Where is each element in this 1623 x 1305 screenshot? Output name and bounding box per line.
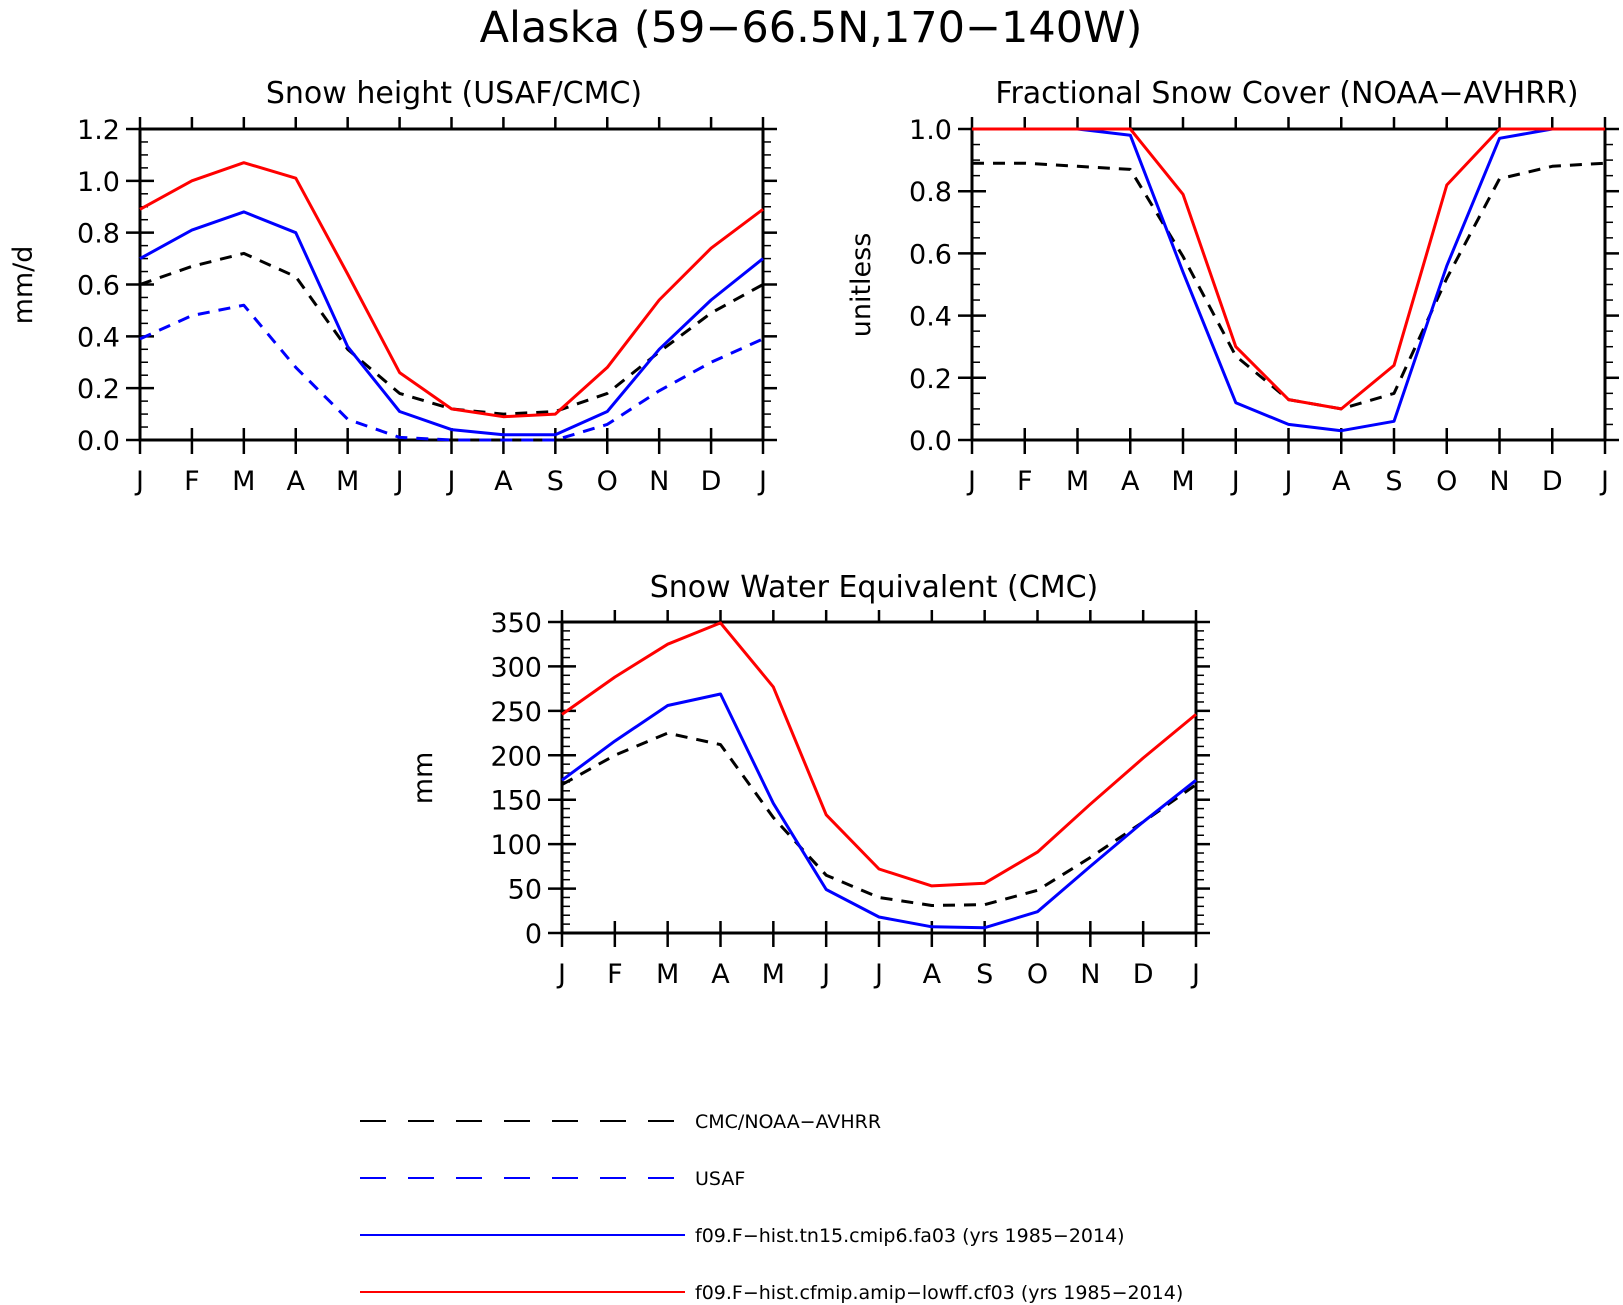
snow-height-xtick-label: N <box>649 466 669 497</box>
snow-cover-series-cmc-noaa-avhrr <box>972 161 1606 411</box>
snow-height-series-usaf <box>139 303 764 442</box>
snow-height-xtick-label: J <box>446 466 456 497</box>
snow-cover-xtick-label: A <box>1332 466 1351 497</box>
snow-cover-xtick-label: N <box>1489 466 1509 497</box>
snow-height-series-cmc-noaa-avhrr <box>139 251 764 416</box>
swe-xtick-label: A <box>923 959 942 990</box>
swe-ytick-label: 200 <box>490 741 542 772</box>
snow-cover-xtick-label: J <box>966 466 976 497</box>
snow-cover-xtick-label: S <box>1385 466 1402 497</box>
snow-height-xtick-label: F <box>184 466 200 497</box>
snow-cover-xtick-label: O <box>1436 466 1457 497</box>
snow-cover-xtick-label: J <box>1230 466 1240 497</box>
legend-label-f09-f-hist-tn15-cmip6-fa03-yrs-1985-2014: f09.F−hist.tn15.cmip6.fa03 (yrs 1985−201… <box>695 1225 1125 1247</box>
snow-cover-panel: Fractional Snow Cover (NOAA−AVHRR) unitl… <box>846 76 1619 497</box>
swe-ytick-label: 150 <box>490 786 542 817</box>
snow-height-xtick-label: M <box>336 466 359 497</box>
snow-height-panel: Snow height (USAF/CMC) mm/d 0.0 0.2 0.4 0.6… <box>8 76 777 497</box>
snow-height-ytick-label: 0.4 <box>77 322 120 353</box>
swe-xtick-label: M <box>656 959 679 990</box>
snow-height-xtick-label: D <box>701 466 722 497</box>
snow-height-xtick-label: A <box>287 466 306 497</box>
snow-height-ytick-label: 0.0 <box>77 426 120 457</box>
snow-cover-ytick-label: 0.4 <box>909 302 952 333</box>
snow-cover-series-f09-f-hist-cfmip-amip-lowff-cf03-yrs-1985-2014 <box>972 127 1605 411</box>
snow-cover-ytick-label: 0.8 <box>909 177 952 208</box>
swe-ytick-label: 50 <box>508 875 542 906</box>
snow-height-xtick-label: M <box>232 466 255 497</box>
swe-panel: Snow Water Equivalent (CMC) mm 0 50 100 150… <box>408 570 1210 990</box>
snow-height-series-f09-f-hist-cfmip-amip-lowff-cf03-yrs-1985-2014 <box>139 161 764 419</box>
snow-cover-ytick-label: 1.0 <box>909 115 952 146</box>
snow-height-series-f09-f-hist-tn15-cmip6-fa03-yrs-1985-2014 <box>139 210 764 437</box>
swe-xtick-label: J <box>556 959 566 990</box>
snow-cover-xtick-label: D <box>1542 466 1563 497</box>
swe-title: Snow Water Equivalent (CMC) <box>650 570 1098 605</box>
snow-cover-title: Fractional Snow Cover (NOAA−AVHRR) <box>995 76 1578 111</box>
snow-height-xtick-label: S <box>547 466 564 497</box>
swe-xtick-label: N <box>1080 959 1100 990</box>
swe-ytick-label: 350 <box>490 608 542 639</box>
snow-height-ytick-label: 1.0 <box>77 167 120 198</box>
swe-xtick-label: J <box>820 959 830 990</box>
snow-height-ytick-label: 0.6 <box>77 271 120 302</box>
snow-height-title: Snow height (USAF/CMC) <box>266 76 642 111</box>
swe-series-f09-f-hist-cfmip-amip-lowff-cf03-yrs-1985-2014 <box>561 621 1197 888</box>
snow-height-ytick-label: 0.2 <box>77 374 120 405</box>
legend-label-cmc-noaa-avhrr: CMC/NOAA−AVHRR <box>695 1111 881 1133</box>
swe-xtick-label: M <box>762 959 785 990</box>
swe-plot-frame <box>560 620 1198 935</box>
snow-height-plot-frame <box>138 127 765 442</box>
swe-xtick-label: O <box>1027 959 1048 990</box>
snow-height-ytick-label: 1.2 <box>77 115 120 146</box>
snow-cover-xtick-label: M <box>1171 466 1194 497</box>
swe-series-f09-f-hist-tn15-cmip6-fa03-yrs-1985-2014 <box>561 692 1197 930</box>
swe-ylabel: mm <box>408 752 439 805</box>
snow-height-xtick-label: J <box>394 466 404 497</box>
snow-cover-xtick-label: M <box>1066 466 1089 497</box>
swe-series-cmc-noaa-avhrr <box>561 731 1197 907</box>
swe-xtick-label: A <box>711 959 730 990</box>
snow-cover-xtick-label: J <box>1599 466 1609 497</box>
legend-label-f09-f-hist-cfmip-amip-lowff-cf03-yrs-1985-2014: f09.F−hist.cfmip.amip−lowff.cf03 (yrs 19… <box>695 1282 1183 1304</box>
swe-xtick-label: J <box>873 959 883 990</box>
swe-ytick-label: 0 <box>525 919 542 950</box>
snow-height-xtick-label: J <box>134 466 144 497</box>
snow-cover-ytick-label: 0.2 <box>909 364 952 395</box>
swe-ytick-label: 300 <box>490 652 542 683</box>
swe-ytick-label: 100 <box>490 830 542 861</box>
snow-cover-xtick-label: J <box>1283 466 1293 497</box>
snow-height-xtick-label: J <box>757 466 767 497</box>
swe-xtick-label: S <box>976 959 993 990</box>
swe-xtick-label: J <box>1190 959 1200 990</box>
snow-cover-series-f09-f-hist-tn15-cmip6-fa03-yrs-1985-2014 <box>972 127 1605 433</box>
legend-label-usaf: USAF <box>695 1168 745 1190</box>
snow-cover-ytick-label: 0.0 <box>909 426 952 457</box>
swe-xtick-label: F <box>607 959 623 990</box>
figure-title: Alaska (59−66.5N,170−140W) <box>480 3 1143 53</box>
snow-height-ylabel: mm/d <box>8 246 39 325</box>
snow-height-xtick-label: O <box>597 466 618 497</box>
swe-ytick-label: 250 <box>490 697 542 728</box>
snow-cover-ytick-label: 0.6 <box>909 239 952 270</box>
snow-cover-xtick-label: F <box>1017 466 1033 497</box>
snow-cover-xtick-label: A <box>1121 466 1140 497</box>
snow-height-ytick-label: 0.8 <box>77 219 120 250</box>
swe-xtick-label: D <box>1133 959 1154 990</box>
legend: CMC/NOAA−AVHRR USAF f09.F−hist.tn15.cmip6.… <box>360 1111 1183 1304</box>
snow-height-xtick-label: A <box>494 466 513 497</box>
snow-cover-ylabel: unitless <box>846 233 877 338</box>
